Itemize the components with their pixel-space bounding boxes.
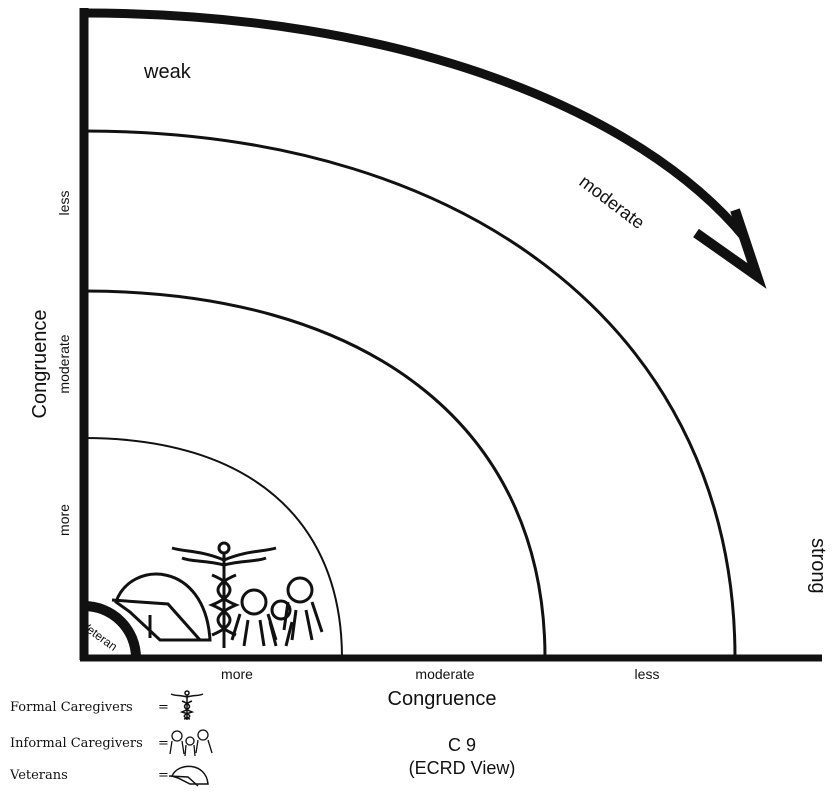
- x-tick-moderate: moderate: [415, 666, 474, 682]
- caption-line-2: (ECRD View): [408, 758, 516, 778]
- x-tick-more: more: [221, 666, 253, 682]
- arc-ring-2: [83, 289, 547, 659]
- strong-label: strong: [807, 538, 829, 594]
- legend-formal-label: Formal Caregivers: [10, 700, 133, 715]
- legend-equals: =: [158, 768, 169, 783]
- y-tick-more: more: [56, 504, 72, 536]
- people-icon: [230, 576, 324, 647]
- weak-label: weak: [143, 61, 192, 83]
- caption-line-1: C 9: [447, 735, 476, 755]
- arc-ring-1: [83, 437, 343, 659]
- arc-ring-3: [83, 129, 737, 659]
- moderate-arrow-label: moderate: [576, 171, 649, 233]
- y-axis-title: Congruence: [29, 310, 51, 419]
- x-axis-title: Congruence: [388, 688, 497, 710]
- legend-equals: =: [158, 700, 169, 715]
- caduceus-icon: [170, 690, 204, 720]
- helmet-icon: [111, 572, 212, 642]
- helmet-icon: [168, 765, 209, 787]
- legend-informal-label: Informal Caregivers: [10, 736, 143, 751]
- veteran-corner-arc: [83, 601, 141, 659]
- y-tick-moderate: moderate: [56, 334, 72, 393]
- legend-veterans-label: Veterans: [10, 768, 68, 783]
- caduceus-icon: [171, 541, 277, 648]
- legend-equals: =: [158, 736, 169, 751]
- arrow-head-icon: [693, 208, 767, 289]
- y-tick-less: less: [56, 191, 72, 216]
- figure-caption: C 9 (ECRD View): [382, 734, 542, 780]
- outer-arc: [83, 8, 749, 241]
- x-tick-less: less: [635, 666, 660, 682]
- people-icon: [169, 729, 213, 757]
